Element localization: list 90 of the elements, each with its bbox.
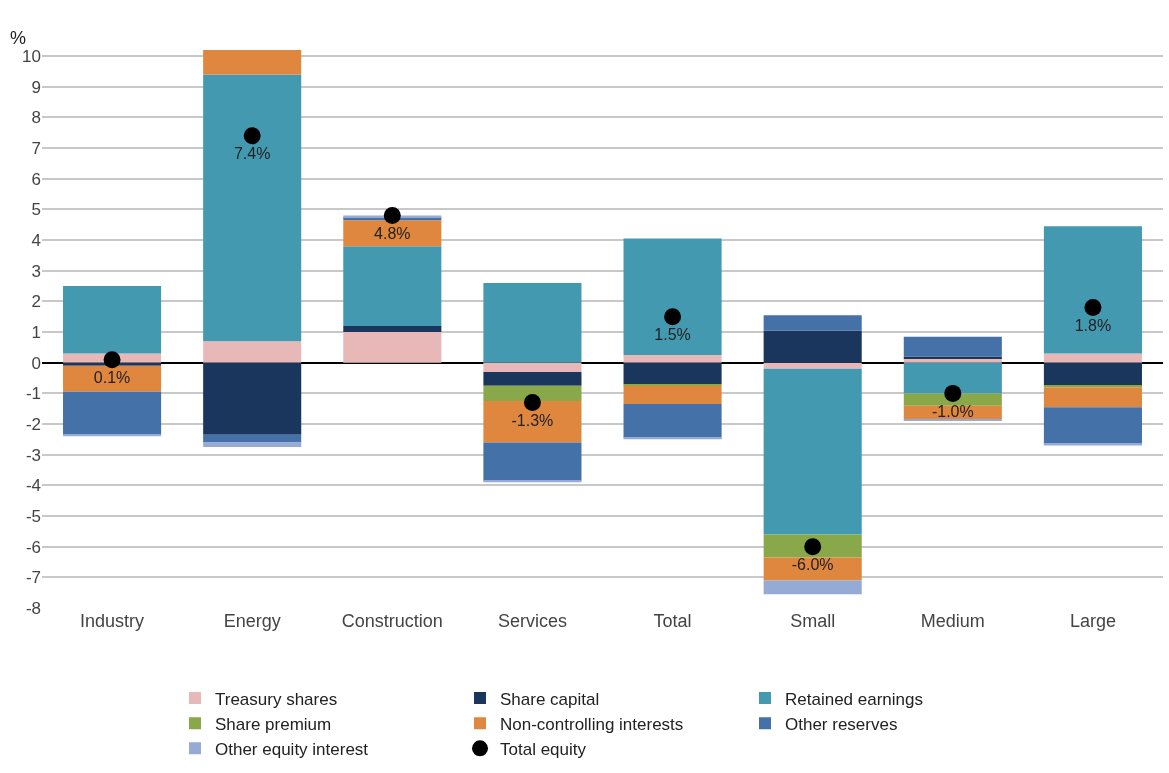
bar bbox=[203, 74, 302, 342]
y-tick-label: 7 bbox=[31, 139, 41, 159]
y-tick-label: -7 bbox=[25, 568, 41, 588]
legend-label: Share capital bbox=[500, 689, 600, 709]
bar bbox=[903, 336, 1002, 357]
point bbox=[383, 207, 401, 225]
legend-label: Other equity interest bbox=[215, 739, 369, 759]
bar bbox=[483, 401, 582, 443]
y-tick-label: 6 bbox=[31, 169, 41, 189]
y-tick-label: -1 bbox=[25, 384, 41, 404]
bar bbox=[203, 362, 302, 435]
data-label: -1.3% bbox=[511, 412, 554, 430]
bar bbox=[903, 362, 1002, 394]
bar bbox=[483, 371, 582, 386]
data-label: -6.0% bbox=[791, 556, 834, 574]
bar bbox=[623, 404, 722, 438]
bar bbox=[763, 368, 862, 535]
y-tick-label: -5 bbox=[25, 506, 41, 526]
bar bbox=[483, 283, 582, 363]
data-label: 1.5% bbox=[654, 326, 691, 344]
y-tick-label: -3 bbox=[25, 445, 41, 465]
y-tick-label: 2 bbox=[31, 292, 41, 312]
bar bbox=[483, 385, 582, 402]
bar bbox=[1043, 353, 1142, 363]
bar bbox=[623, 355, 722, 363]
bar bbox=[623, 385, 722, 405]
point bbox=[243, 127, 261, 145]
bar bbox=[623, 362, 722, 385]
x-tick-label: Medium bbox=[920, 611, 985, 631]
bar bbox=[1043, 226, 1142, 354]
legend-label: Share premium bbox=[215, 714, 332, 734]
bar bbox=[763, 315, 862, 331]
bar bbox=[343, 332, 442, 363]
bar bbox=[763, 362, 862, 369]
bar bbox=[203, 442, 302, 448]
y-tick-label: 4 bbox=[31, 231, 41, 251]
bar bbox=[483, 442, 582, 481]
x-tick-label: Energy bbox=[223, 611, 281, 631]
y-tick-label: 1 bbox=[31, 323, 41, 343]
y-tick-label: -4 bbox=[25, 476, 41, 496]
bar bbox=[203, 341, 302, 363]
y-tick-label: 3 bbox=[31, 261, 41, 281]
y-tick-label: 8 bbox=[31, 108, 41, 128]
point bbox=[1084, 299, 1102, 317]
bar bbox=[343, 246, 442, 326]
bar bbox=[63, 365, 162, 392]
x-tick-label: Large bbox=[1069, 611, 1116, 631]
legend-label: Treasury shares bbox=[215, 689, 338, 709]
y-tick-label: 9 bbox=[31, 77, 41, 97]
legend-label: Total equity bbox=[500, 739, 587, 759]
legend-label: Non-controlling interests bbox=[500, 714, 684, 734]
y-tick-label: 0 bbox=[31, 353, 41, 373]
point bbox=[944, 384, 962, 402]
bar bbox=[343, 325, 442, 333]
bar bbox=[1043, 362, 1142, 386]
data-label: 1.8% bbox=[1074, 317, 1112, 335]
point bbox=[523, 394, 541, 412]
point bbox=[804, 538, 822, 556]
y-tick-label: -2 bbox=[25, 414, 41, 434]
y-tick-label: -6 bbox=[25, 537, 41, 557]
data-label: 4.8% bbox=[374, 225, 411, 243]
x-tick-label: Industry bbox=[80, 611, 145, 631]
data-label: -1.0% bbox=[931, 403, 974, 421]
bar bbox=[763, 330, 862, 363]
bar bbox=[203, 50, 302, 75]
bar bbox=[903, 393, 1002, 406]
data-label: 7.4% bbox=[233, 145, 271, 163]
x-tick-label: Small bbox=[790, 611, 836, 631]
bar bbox=[1043, 443, 1142, 446]
x-tick-label: Services bbox=[497, 611, 567, 631]
y-tick-label: -8 bbox=[25, 598, 41, 618]
y-tick-label: 10 bbox=[22, 47, 41, 67]
x-tick-label: Construction bbox=[341, 611, 443, 631]
point bbox=[103, 351, 121, 369]
bar bbox=[1043, 407, 1142, 444]
bar bbox=[63, 391, 162, 435]
bar bbox=[63, 286, 162, 354]
bar bbox=[763, 580, 862, 595]
legend-label: Other reserves bbox=[785, 714, 898, 734]
bar bbox=[763, 534, 862, 558]
y-tick-label: 5 bbox=[31, 200, 41, 220]
y-axis-title: % bbox=[10, 28, 27, 48]
x-tick-label: Total bbox=[653, 611, 692, 631]
bar bbox=[1043, 387, 1142, 408]
bar bbox=[623, 238, 722, 356]
point bbox=[664, 308, 682, 326]
data-label: 0.1% bbox=[93, 369, 131, 387]
bar bbox=[483, 362, 582, 372]
legend-label: Retained earnings bbox=[785, 689, 923, 709]
bar bbox=[203, 434, 302, 443]
